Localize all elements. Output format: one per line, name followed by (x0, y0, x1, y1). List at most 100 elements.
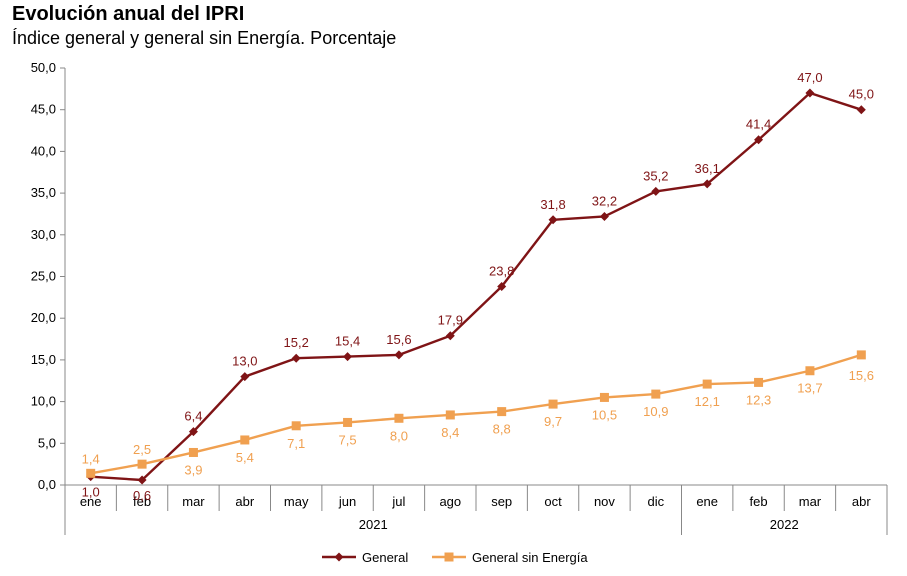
x-tick-label: mar (799, 494, 822, 509)
y-tick-label: 30,0 (31, 227, 56, 242)
x-tick-label: mar (182, 494, 205, 509)
data-point-diamond (754, 135, 764, 145)
x-tick-label: may (284, 494, 309, 509)
x-tick-label: ene (80, 494, 102, 509)
data-point-square (188, 447, 198, 457)
data-point-square (856, 350, 866, 360)
x-tick-label: ene (696, 494, 718, 509)
data-point-diamond (188, 427, 198, 437)
data-label: 32,2 (592, 193, 617, 208)
data-point-diamond (291, 353, 301, 363)
series-line-2 (90, 353, 862, 475)
data-label: 2,5 (133, 442, 151, 457)
data-point-square (394, 413, 404, 423)
data-point-diamond (651, 186, 661, 196)
data-label: 45,0 (849, 87, 874, 102)
chart-subtitle: Índice general y general sin Energía. Po… (12, 28, 397, 48)
x-tick-label: nov (594, 494, 615, 509)
data-label: 31,8 (540, 197, 565, 212)
group-label: 2021 (359, 517, 388, 532)
data-label: 15,6 (386, 332, 411, 347)
data-label: 13,0 (232, 354, 257, 369)
legend-marker (334, 552, 344, 562)
legend-marker (444, 552, 454, 562)
y-tick-label: 0,0 (38, 477, 56, 492)
data-label: 6,4 (184, 409, 202, 424)
data-label: 15,2 (284, 335, 309, 350)
data-point-diamond (702, 179, 712, 189)
data-point-square (599, 392, 609, 402)
data-point-diamond (497, 282, 507, 292)
data-point-square (702, 379, 712, 389)
data-label: 47,0 (797, 70, 822, 85)
y-tick-label: 20,0 (31, 310, 56, 325)
x-tick-label: sep (491, 494, 512, 509)
x-tick-label: dic (648, 494, 665, 509)
data-point-square (805, 366, 815, 376)
x-tick-label: oct (544, 494, 562, 509)
data-label: 35,2 (643, 168, 668, 183)
data-point-square (445, 410, 455, 420)
x-tick-label: abr (852, 494, 871, 509)
chart-title: Evolución anual del IPRI (12, 3, 245, 25)
data-label: 7,1 (287, 436, 305, 451)
data-point-square (86, 468, 96, 478)
data-label: 3,9 (184, 462, 202, 477)
data-label: 15,4 (335, 334, 360, 349)
data-point-diamond (137, 475, 147, 485)
data-point-square (754, 377, 764, 387)
data-label: 9,7 (544, 414, 562, 429)
data-point-square (343, 417, 353, 427)
legend-label: General sin Energía (472, 550, 588, 565)
x-tick-label: abr (235, 494, 254, 509)
data-label: 36,1 (695, 161, 720, 176)
legend-label: General (362, 550, 408, 565)
data-point-diamond (856, 105, 866, 115)
y-tick-label: 40,0 (31, 143, 56, 158)
data-label: 12,1 (695, 394, 720, 409)
data-point-square (651, 389, 661, 399)
data-label: 23,8 (489, 264, 514, 279)
y-tick-label: 25,0 (31, 269, 56, 284)
data-point-diamond (240, 372, 250, 382)
y-tick-label: 15,0 (31, 352, 56, 367)
x-tick-label: feb (133, 494, 151, 509)
data-label: 41,4 (746, 117, 771, 132)
y-tick-label: 5,0 (38, 435, 56, 450)
data-point-square (291, 421, 301, 431)
data-point-diamond (445, 331, 455, 341)
data-label: 13,7 (797, 381, 822, 396)
data-point-square (137, 459, 147, 469)
y-tick-label: 35,0 (31, 185, 56, 200)
y-tick-label: 10,0 (31, 394, 56, 409)
data-label: 8,0 (390, 428, 408, 443)
x-tick-label: jun (338, 494, 356, 509)
data-label: 17,9 (438, 313, 463, 328)
y-tick-label: 45,0 (31, 102, 56, 117)
data-label: 1,4 (82, 451, 100, 466)
series-line-1 (90, 91, 862, 482)
data-label: 8,8 (493, 422, 511, 437)
x-tick-label: jul (391, 494, 405, 509)
x-tick-label: feb (750, 494, 768, 509)
data-label: 8,4 (441, 425, 459, 440)
data-label: 12,3 (746, 392, 771, 407)
data-point-diamond (394, 350, 404, 360)
group-label: 2022 (770, 517, 799, 532)
data-point-square (497, 407, 507, 417)
data-label: 7,5 (339, 432, 357, 447)
data-label: 15,6 (849, 368, 874, 383)
data-point-diamond (599, 211, 609, 221)
data-label: 5,4 (236, 450, 254, 465)
data-point-diamond (343, 352, 353, 362)
data-point-diamond (805, 88, 815, 98)
data-label: 1,0 (82, 485, 100, 500)
data-point-diamond (548, 215, 558, 225)
data-label: 10,9 (643, 404, 668, 419)
y-tick-label: 50,0 (31, 60, 56, 75)
data-point-square (548, 399, 558, 409)
data-label: 10,5 (592, 407, 617, 422)
data-point-square (240, 435, 250, 445)
data-label: 0,6 (133, 488, 151, 503)
